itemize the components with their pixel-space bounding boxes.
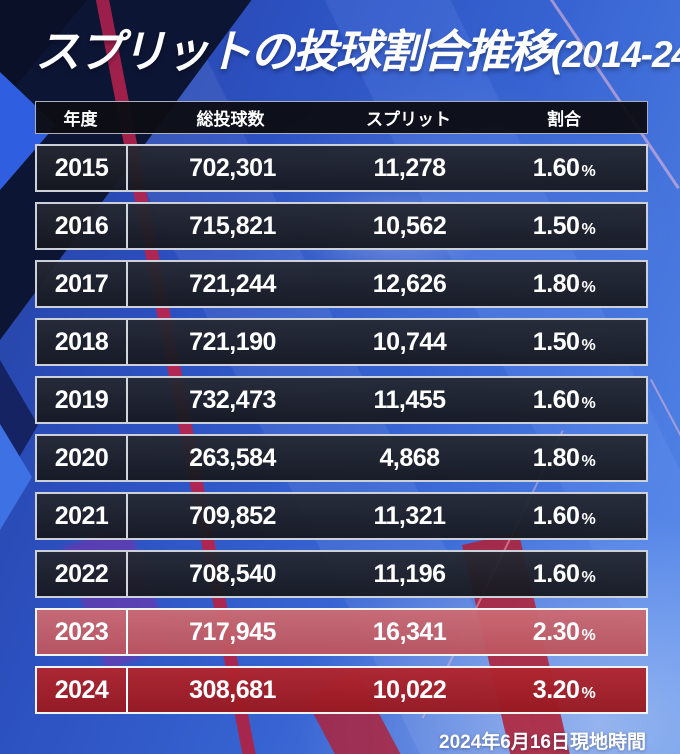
date-note: 2024年6月16日現地時間 (439, 732, 646, 753)
year-cell: 2019 (54, 385, 109, 414)
split-count-cell: 16,341 (372, 617, 447, 646)
header-total-pitches: 総投球数 (196, 110, 265, 129)
table-row-2018: 2018 721,190 10,744 1.50% (35, 318, 648, 366)
split-count-cell: 11,321 (373, 501, 446, 530)
percentage-cell: 3.20% (482, 668, 646, 712)
total-pitches-cell: 721,190 (126, 320, 337, 364)
total-pitches-cell: 721,244 (126, 262, 337, 306)
year-cell: 2024 (54, 675, 109, 704)
percent-sign: % (581, 453, 596, 470)
year-cell: 2020 (54, 443, 109, 472)
percent-sign: % (581, 627, 596, 644)
table-row-2021: 2021 709,852 11,321 1.60% (35, 492, 648, 540)
percent-sign: % (581, 569, 596, 586)
table-row-2015: 2015 702,301 11,278 1.60% (35, 144, 648, 192)
total-pitches-cell: 308,681 (126, 668, 337, 712)
title-year-range: (2014-24) (551, 34, 680, 75)
percentage-cell: 2.30% (482, 610, 646, 654)
year-cell: 2018 (54, 327, 109, 356)
percentage-cell: 1.50% (482, 320, 646, 364)
table-row-2024: 2024 308,681 10,022 3.20% (35, 666, 648, 714)
split-count-cell: 4,868 (379, 443, 440, 472)
percent-value: 1.60 (532, 153, 580, 182)
split-count-cell: 11,278 (373, 153, 446, 182)
year-cell: 2015 (54, 153, 109, 182)
percent-value: 1.80 (532, 269, 580, 298)
split-count-cell: 11,196 (373, 559, 446, 588)
total-pitches-cell: 263,584 (126, 436, 337, 480)
total-pitches-cell: 709,852 (126, 494, 337, 538)
data-table: 年度 総投球数 スプリット 割合 2015 702,301 11,278 1.6… (35, 101, 648, 714)
split-count-cell: 10,744 (372, 327, 447, 356)
title-main: スプリットの投球割合推移 (35, 26, 553, 77)
table-row-2023: 2023 717,945 16,341 2.30% (35, 608, 648, 656)
split-count-cell: 12,626 (372, 269, 447, 298)
table-row-2017: 2017 721,244 12,626 1.80% (35, 260, 648, 308)
percent-value: 1.60 (532, 385, 580, 414)
percent-value: 1.60 (532, 501, 580, 530)
year-cell: 2017 (54, 269, 109, 298)
table-body: 2015 702,301 11,278 1.60% 2016 715,821 1… (35, 144, 648, 714)
split-count-cell: 10,022 (372, 675, 447, 704)
total-pitches-cell: 732,473 (126, 378, 337, 422)
percent-sign: % (581, 337, 596, 354)
percent-value: 3.20 (532, 675, 580, 704)
year-cell: 2023 (54, 617, 109, 646)
table-row-2019: 2019 732,473 11,455 1.60% (35, 376, 648, 424)
percent-value: 1.60 (532, 559, 580, 588)
percent-value: 1.50 (532, 211, 580, 240)
total-pitches-cell: 715,821 (126, 204, 337, 248)
header-percentage: 割合 (547, 110, 581, 129)
total-pitches-cell: 702,301 (126, 146, 337, 190)
percent-value: 1.50 (532, 327, 580, 356)
year-cell: 2022 (54, 559, 109, 588)
header-year: 年度 (63, 110, 98, 129)
table-row-2020: 2020 263,584 4,868 1.80% (35, 434, 648, 482)
total-pitches-cell: 708,540 (126, 552, 337, 596)
total-pitches-cell: 717,945 (126, 610, 337, 654)
year-cell: 2021 (54, 501, 109, 530)
page-title: スプリットの投球割合推移(2014-24) (35, 26, 680, 81)
split-count-cell: 11,455 (373, 385, 446, 414)
percentage-cell: 1.60% (482, 146, 646, 190)
year-cell: 2016 (54, 211, 109, 240)
table-row-2022: 2022 708,540 11,196 1.60% (35, 550, 648, 598)
table-row-2016: 2016 715,821 10,562 1.50% (35, 202, 648, 250)
percent-sign: % (581, 163, 596, 180)
percent-sign: % (581, 221, 596, 238)
percentage-cell: 1.80% (482, 262, 646, 306)
percent-sign: % (581, 685, 596, 702)
percentage-cell: 1.60% (482, 552, 646, 596)
percentage-cell: 1.60% (482, 494, 646, 538)
percentage-cell: 1.60% (482, 378, 646, 422)
header-split-count: スプリット (366, 110, 451, 129)
percent-value: 2.30 (532, 617, 580, 646)
percent-sign: % (581, 395, 596, 412)
percentage-cell: 1.50% (482, 204, 646, 248)
percent-sign: % (581, 511, 596, 528)
percent-sign: % (581, 279, 596, 296)
percentage-cell: 1.80% (482, 436, 646, 480)
split-count-cell: 10,562 (372, 211, 447, 240)
percent-value: 1.80 (532, 443, 580, 472)
table-header-row: 年度 総投球数 スプリット 割合 (35, 101, 648, 134)
